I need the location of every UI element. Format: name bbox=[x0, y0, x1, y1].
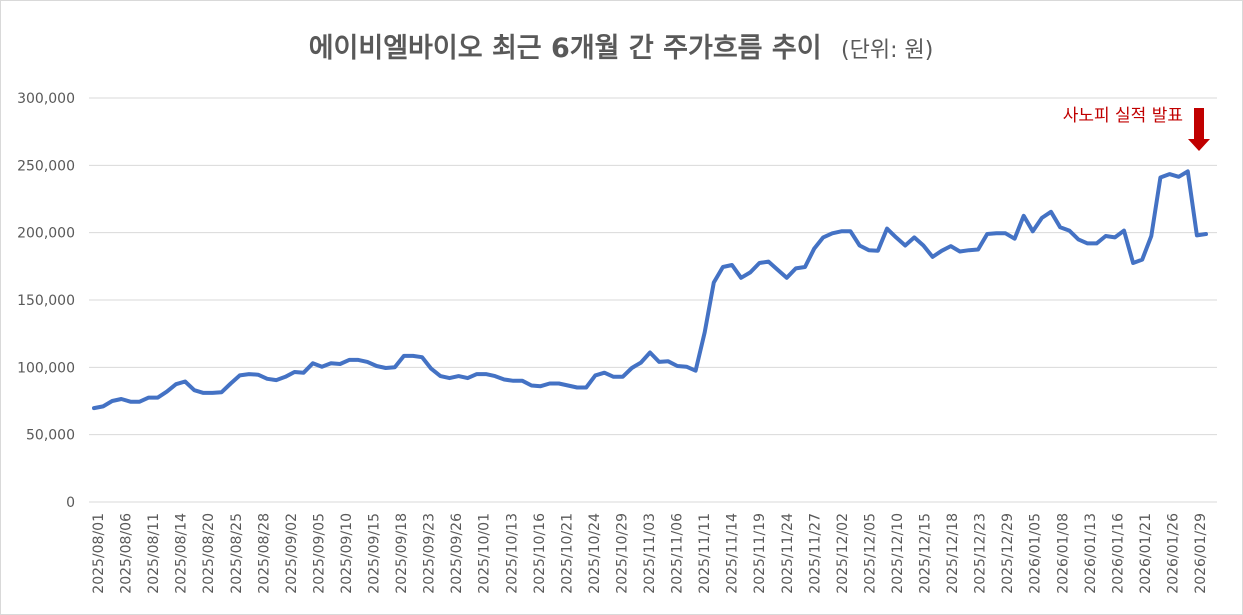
x-tick-label: 2025/08/01 bbox=[91, 513, 107, 594]
annotation-text: 사노피 실적 발표 bbox=[1063, 106, 1183, 126]
x-tick-label: 2025/10/29 bbox=[614, 513, 630, 594]
x-tick-label: 2025/12/23 bbox=[973, 513, 989, 594]
x-tick-label: 2025/12/29 bbox=[1000, 513, 1016, 594]
x-tick-label: 2025/08/20 bbox=[201, 513, 217, 594]
x-tick-label: 2026/01/08 bbox=[1055, 513, 1071, 594]
x-tick-label: 2025/10/01 bbox=[477, 513, 493, 594]
gridlines bbox=[89, 97, 1217, 503]
x-tick-label: 2025/08/11 bbox=[146, 513, 162, 594]
x-tick-label: 2025/11/06 bbox=[670, 513, 686, 594]
x-tick-label: 2025/09/18 bbox=[394, 513, 410, 594]
x-tick-label: 2025/10/24 bbox=[587, 513, 603, 594]
x-tick-label: 2026/01/13 bbox=[1083, 513, 1099, 594]
x-tick-label: 2025/10/21 bbox=[559, 513, 575, 594]
x-tick-label: 2025/08/06 bbox=[119, 513, 135, 594]
y-tick-label: 150,000 bbox=[17, 293, 75, 309]
x-tick-label: 2025/11/11 bbox=[697, 513, 713, 594]
x-tick-label: 2025/12/10 bbox=[890, 513, 906, 594]
x-tick-label: 2025/12/15 bbox=[918, 513, 934, 594]
x-tick-label: 2025/11/14 bbox=[725, 513, 741, 594]
x-tick-label: 2025/11/03 bbox=[642, 513, 658, 594]
x-tick-label: 2025/11/19 bbox=[752, 513, 768, 594]
annotation-layer: 사노피 실적 발표 bbox=[1063, 106, 1210, 151]
x-tick-label: 2026/01/05 bbox=[1028, 513, 1044, 594]
x-tick-label: 2025/08/25 bbox=[229, 513, 245, 594]
x-tick-label: 2025/09/26 bbox=[449, 513, 465, 594]
x-tick-label: 2025/08/28 bbox=[256, 513, 272, 594]
y-tick-label: 50,000 bbox=[26, 428, 75, 444]
x-axis: 2025/08/01 2025/08/06 2025/08/11 2025/08/14… bbox=[91, 513, 1209, 594]
x-tick-label: 2025/11/27 bbox=[807, 513, 823, 594]
x-tick-label: 2025/08/14 bbox=[174, 513, 190, 594]
x-tick-label: 2025/12/05 bbox=[862, 513, 878, 594]
chart-title-text: 에이비엘바이오 최근 6개월 간 주가흐름 추이 bbox=[309, 33, 822, 64]
annotation-arrow-icon bbox=[1188, 108, 1210, 151]
x-tick-label: 2025/12/02 bbox=[835, 513, 851, 594]
x-tick-label: 2025/10/16 bbox=[532, 513, 548, 594]
series-line bbox=[92, 169, 1208, 411]
y-tick-label: 250,000 bbox=[17, 158, 75, 174]
x-tick-label: 2026/01/26 bbox=[1165, 513, 1181, 594]
y-tick-label: 0 bbox=[66, 495, 75, 511]
x-tick-label: 2026/01/29 bbox=[1193, 513, 1209, 594]
chart-subtitle: (단위: 원) bbox=[841, 38, 933, 63]
y-tick-label: 300,000 bbox=[17, 91, 75, 107]
y-tick-label: 100,000 bbox=[17, 360, 75, 376]
x-tick-label: 2025/09/02 bbox=[284, 513, 300, 594]
chart-title: 에이비엘바이오 최근 6개월 간 주가흐름 추이 (단위: 원) bbox=[309, 33, 934, 64]
y-tick-label: 200,000 bbox=[17, 226, 75, 242]
x-tick-label: 2026/01/16 bbox=[1110, 513, 1126, 594]
x-tick-label: 2025/09/05 bbox=[311, 513, 327, 594]
x-tick-label: 2026/01/21 bbox=[1138, 513, 1154, 594]
x-tick-label: 2025/10/13 bbox=[504, 513, 520, 594]
series-layer bbox=[92, 169, 1208, 411]
x-tick-label: 2025/09/10 bbox=[339, 513, 355, 594]
x-tick-label: 2025/09/23 bbox=[422, 513, 438, 594]
x-tick-label: 2025/09/15 bbox=[367, 513, 383, 594]
x-tick-label: 2025/12/18 bbox=[945, 513, 961, 594]
x-tick-label: 2025/11/24 bbox=[780, 513, 796, 594]
y-axis: 0 50,000 100,000 150,000 200,000 250,000 300,0… bbox=[17, 91, 75, 511]
